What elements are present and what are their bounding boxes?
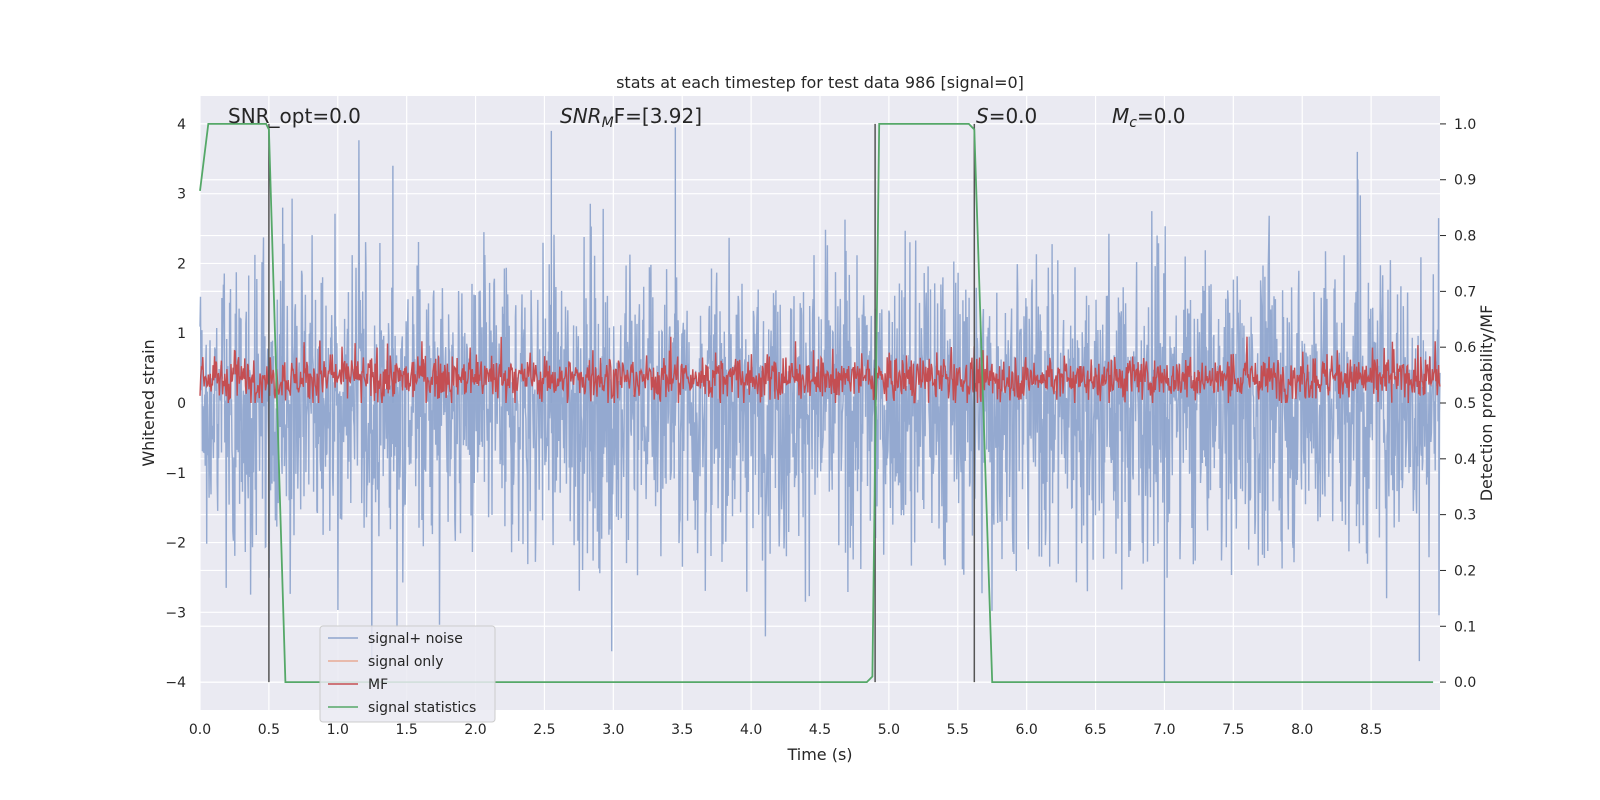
annotation-snr-opt: SNR_opt=0.0 [228,104,361,128]
x-tick-label: 4.0 [740,722,762,738]
y-tick-label: 0 [177,396,186,412]
annotation-mc: Mc=0.0 [1112,104,1186,131]
series-signal-statistics [199,123,1434,683]
x-tick-label: 0.5 [258,722,280,738]
annotation-s-rest: =0.0 [989,104,1038,128]
y2-tick-label: 0.5 [1454,396,1476,412]
annotation-mc-sub: c [1129,115,1137,131]
y2-tick-label: 0.6 [1454,340,1476,356]
mf-line [199,336,1441,404]
x-tick-label: 3.0 [602,722,624,738]
annotation-snr-mf: SNRMF=[3.92] [560,104,702,131]
y2-tick-label: 0.4 [1454,452,1476,468]
x-tick-label: 7.5 [1222,722,1244,738]
y2-tick-label: 0.1 [1454,619,1476,635]
annotation-s-base: S [976,104,989,128]
legend-box [319,625,496,723]
chart-title: stats at each timestep for test data 986… [616,73,1024,92]
annotation-snr-mf-base: SNR [560,104,602,128]
legend-label-mf: MF [368,677,388,693]
y2-tick-label: 0.3 [1454,508,1476,524]
y-tick-label: 3 [177,187,186,203]
x-tick-label: 2.5 [533,722,555,738]
y-tick-label: 2 [177,256,186,272]
annotation-snr-mf-rest: F=[3.92] [614,104,702,128]
y2-axis-label: Detection probability/MF [1477,305,1496,502]
y-tick-label: −2 [165,536,186,552]
x-tick-label: 8.5 [1360,722,1382,738]
legend-label-signal-statistics: signal statistics [368,700,476,716]
x-tick-label: 8.0 [1291,722,1313,738]
annotation-s: S=0.0 [976,104,1037,128]
x-tick-label: 0.0 [189,722,211,738]
y2-ticks: 0.0 0.1 0.2 0.3 0.4 0.5 0.6 0.7 0.8 0.9 1.0 [1440,117,1476,691]
x-tick-label: 5.5 [947,722,969,738]
y2-tick-label: 0.9 [1454,173,1476,189]
x-tick-label: 6.5 [1084,722,1106,738]
x-tick-label: 3.5 [671,722,693,738]
y-tick-label: −3 [165,605,186,621]
annotation-mc-rest: =0.0 [1137,104,1186,128]
annotation-mc-base: M [1112,104,1129,128]
annotation-snr-mf-sub: M [602,115,614,131]
y-tick-label: 1 [177,326,186,342]
y-axis-label: Whitened strain [139,339,158,466]
y2-tick-label: 1.0 [1454,117,1476,133]
x-tick-label: 5.0 [878,722,900,738]
legend-label-signal-only: signal only [368,654,443,670]
y-tick-label: 4 [177,117,186,133]
x-tick-label: 2.0 [464,722,486,738]
y2-tick-label: 0.0 [1454,675,1476,691]
series-mf [199,336,1441,404]
y2-tick-label: 0.8 [1454,229,1476,245]
y-tick-label: −1 [165,466,186,482]
x-tick-label: 1.5 [396,722,418,738]
y-ticks: −4 −3 −2 −1 0 1 2 3 4 [165,117,186,691]
y-tick-label: −4 [165,675,186,691]
x-tick-label: 7.0 [1153,722,1175,738]
legend: signal+ noise signal only MF signal stat… [319,625,496,723]
x-axis-label: Time (s) [786,745,852,764]
y2-tick-label: 0.7 [1454,284,1476,300]
x-ticks: 0.0 0.5 1.0 1.5 2.0 2.5 3.0 3.5 4.0 4.5 5.0 5.5 6.0 6… [189,722,1382,738]
signal-statistics-line [199,123,1434,683]
x-tick-label: 4.5 [809,722,831,738]
y2-tick-label: 0.2 [1454,563,1476,579]
x-tick-label: 1.0 [327,722,349,738]
x-tick-label: 6.0 [1016,722,1038,738]
legend-label-signal-noise: signal+ noise [368,631,463,647]
